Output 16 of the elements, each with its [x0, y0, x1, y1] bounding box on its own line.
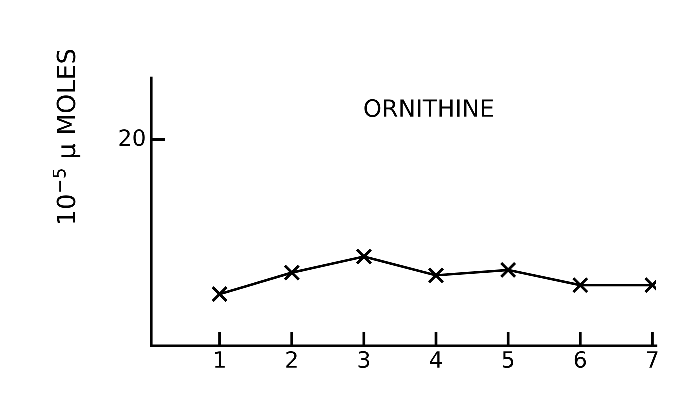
text: 20 [120, 130, 145, 146]
x-tick-label: 3 [358, 351, 370, 368]
x-tick-label: 4 [430, 352, 442, 368]
x-tick-label: 2 [286, 351, 297, 368]
y-axis-title: 10$^{−5}$ μ MOLES [53, 50, 81, 224]
chart-title: ORNITHINE [364, 99, 494, 118]
x-tick-label: 1 [215, 352, 225, 368]
point [212, 286, 228, 303]
x-tick-label: 7 [647, 352, 658, 368]
x-tick-label: 6 [574, 351, 586, 368]
point [428, 267, 445, 284]
point [500, 262, 517, 279]
point [356, 248, 372, 266]
x-tick-label: 5 [503, 352, 514, 368]
point [284, 264, 300, 282]
point [572, 277, 589, 294]
